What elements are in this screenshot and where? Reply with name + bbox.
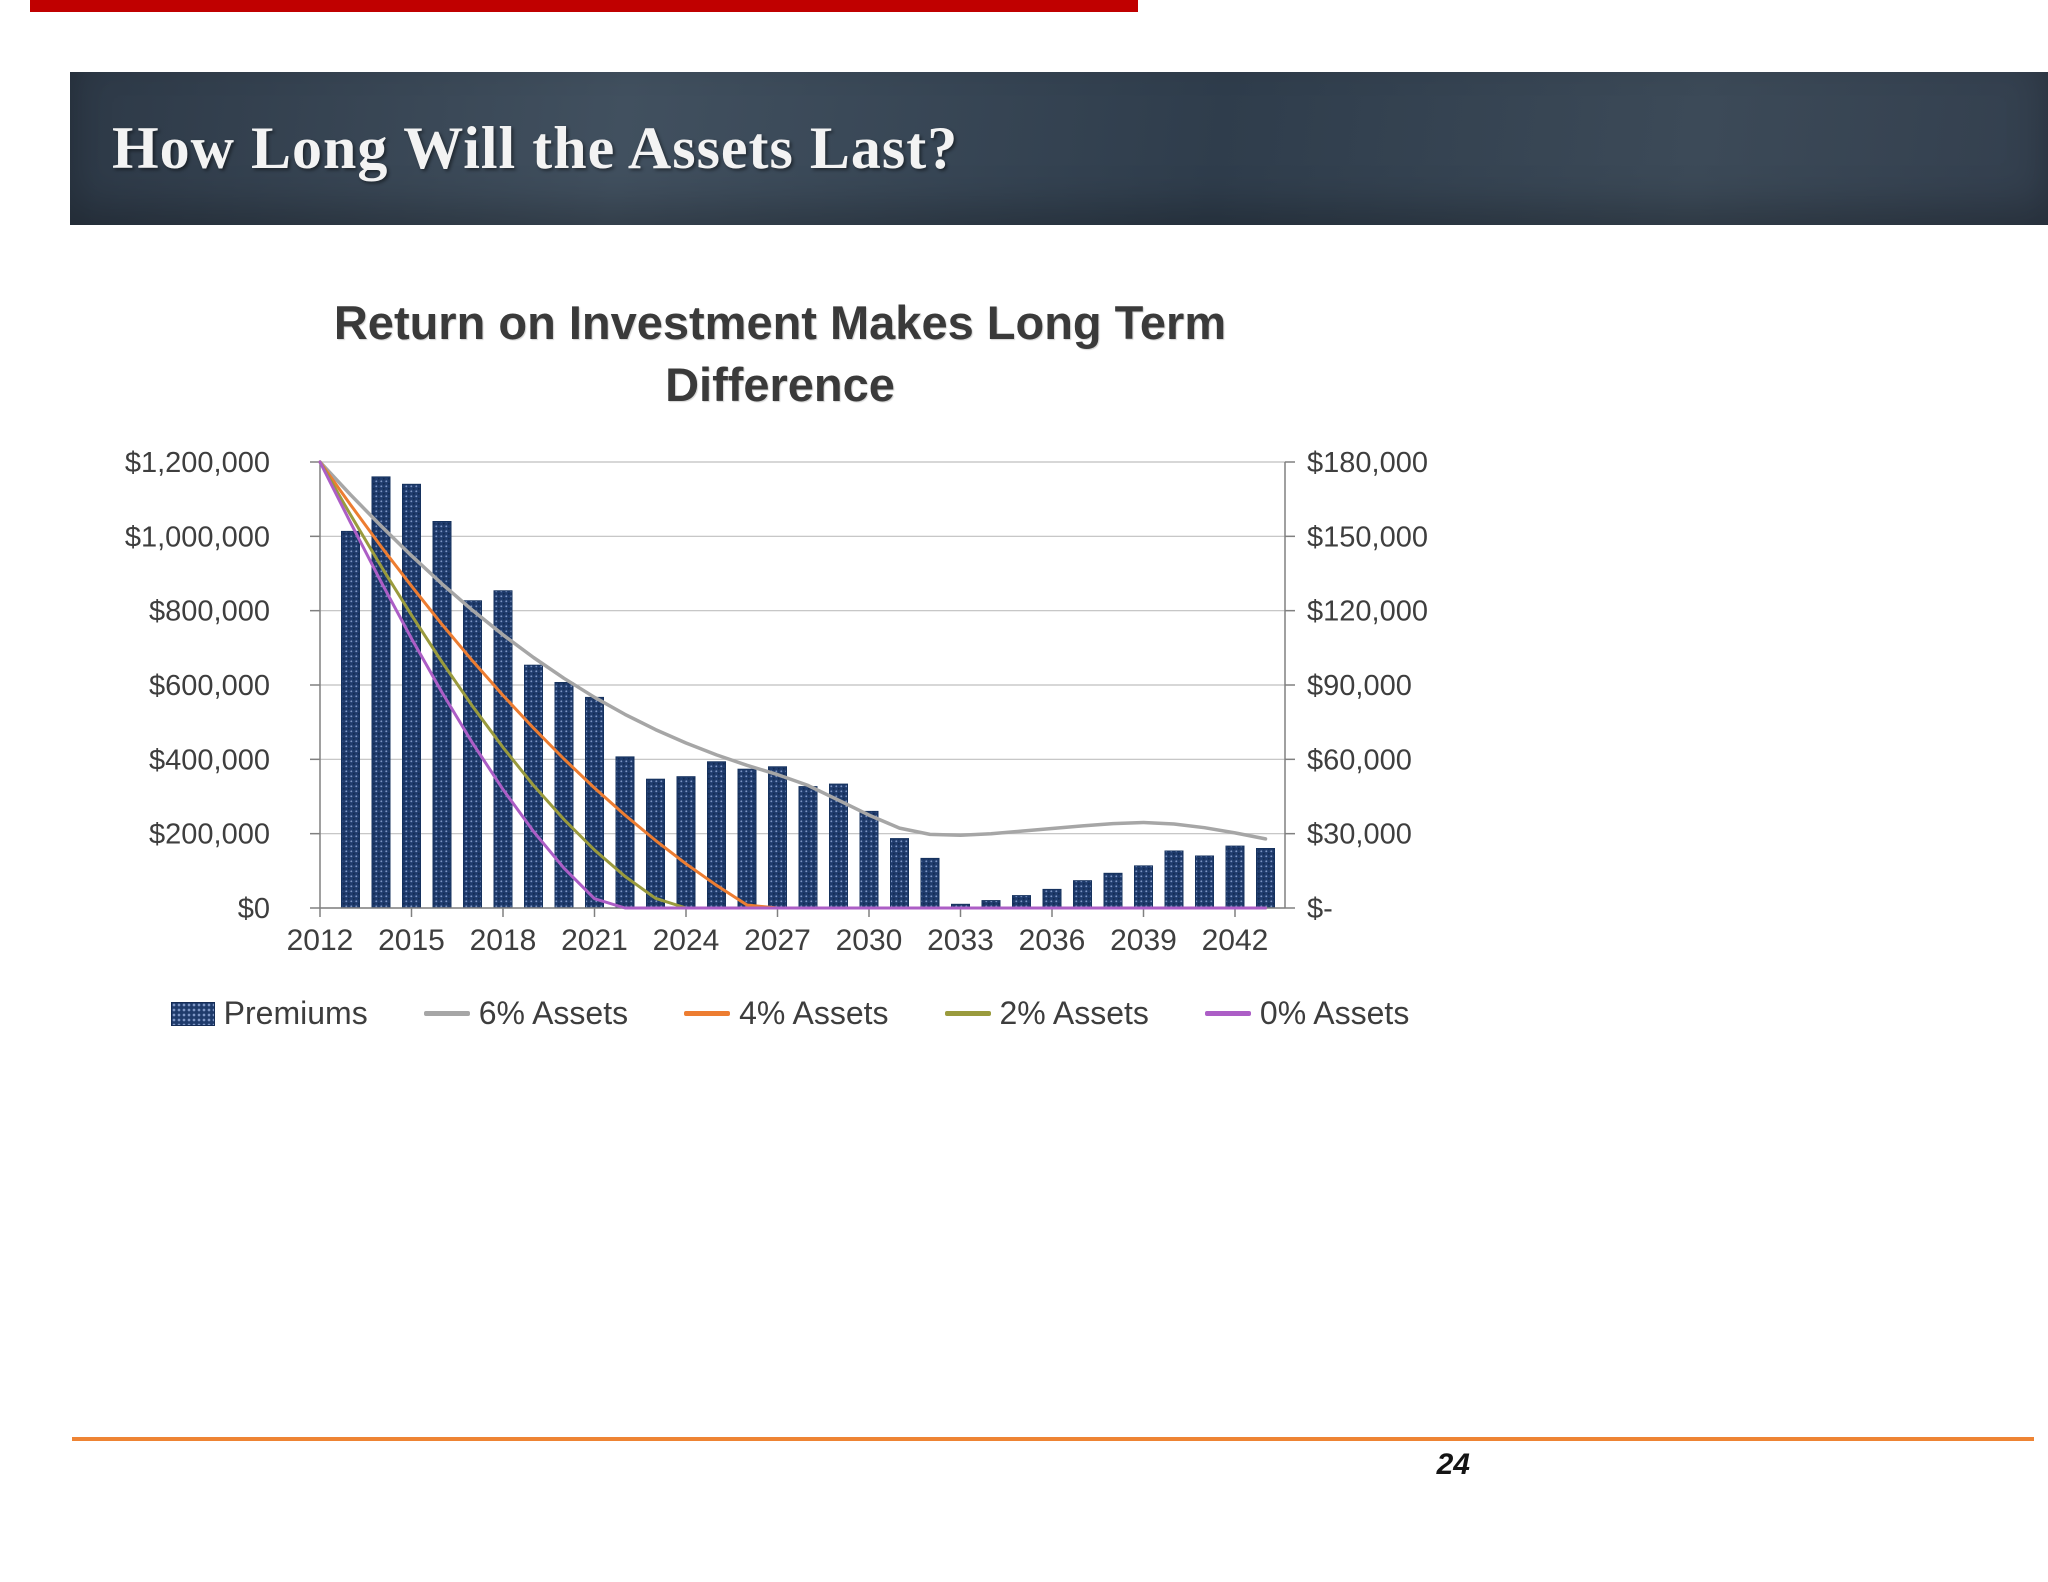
x-axis-label: 2030 xyxy=(836,924,903,957)
x-axis-label: 2027 xyxy=(744,924,811,957)
right-axis-label: $60,000 xyxy=(1307,744,1412,776)
x-axis-label: 2036 xyxy=(1019,924,1086,957)
chart-title-line2: Difference xyxy=(665,358,895,412)
bar-2038 xyxy=(1103,872,1123,909)
legend-swatch-0-assets xyxy=(1204,1011,1251,1016)
left-axis-label: $0 xyxy=(238,893,270,925)
bar-2013 xyxy=(341,530,360,909)
combo-chart: $1,200,000 $1,000,000 $800,000 $600,000 $400… xyxy=(125,447,1428,957)
legend-item-6-assets: 6% Assets xyxy=(423,995,629,1032)
legend-item-2-assets: 2% Assets xyxy=(944,995,1149,1032)
x-axis-label: 2039 xyxy=(1110,924,1177,957)
x-axis-label: 2021 xyxy=(561,924,628,957)
right-axis-label: $90,000 xyxy=(1307,670,1412,702)
bar-2032 xyxy=(920,857,940,909)
left-axis-label: $1,000,000 xyxy=(125,521,270,553)
x-axis-label: 2015 xyxy=(378,924,445,957)
line-0-assets xyxy=(318,460,1267,910)
bar-2031 xyxy=(890,838,909,909)
right-axis-label: $120,000 xyxy=(1307,596,1428,628)
x-axis-label: 2033 xyxy=(927,924,994,957)
chart-title-line1: Return on Investment Makes Long Term xyxy=(333,296,1227,349)
bar-2014 xyxy=(371,476,391,909)
right-axis-label: $- xyxy=(1307,893,1333,925)
legend-label-6-assets: 6% Assets xyxy=(478,995,629,1031)
legend-swatch-premiums xyxy=(170,1001,215,1026)
slide-header: How Long Will the Assets Last? xyxy=(70,72,2048,225)
left-axis-label: $200,000 xyxy=(149,819,270,851)
left-axis-label: $400,000 xyxy=(149,744,270,776)
line-6-assets xyxy=(318,460,1268,841)
bar-2028 xyxy=(798,786,818,909)
legend-label-premiums: Premiums xyxy=(223,995,368,1031)
bar-2035 xyxy=(1012,895,1031,909)
bar-2042 xyxy=(1225,845,1245,909)
top-accent-strip xyxy=(30,0,1138,12)
bar-2027 xyxy=(768,766,787,909)
right-axis-label: $180,000 xyxy=(1307,447,1428,479)
left-axis-label: $600,000 xyxy=(149,670,270,702)
chart-title: Return on Investment Makes Long Term Dif… xyxy=(200,292,1360,416)
bar-2043 xyxy=(1256,848,1275,909)
footer-divider xyxy=(72,1437,2034,1441)
bar-2039 xyxy=(1134,865,1153,909)
bar-2026 xyxy=(737,768,757,909)
x-axis-label: 2012 xyxy=(287,924,354,957)
right-axis-label: $150,000 xyxy=(1307,521,1428,553)
legend-item-premiums: Premiums xyxy=(170,995,368,1032)
x-axis-label: 2024 xyxy=(653,924,720,957)
bar-2040 xyxy=(1164,850,1184,909)
slide-title: How Long Will the Assets Last? xyxy=(112,115,959,181)
legend-swatch-6-assets xyxy=(423,1011,470,1016)
x-axis-label: 2042 xyxy=(1202,924,1269,957)
bar-2037 xyxy=(1073,880,1092,909)
bar-2036 xyxy=(1042,888,1062,909)
premium-bars xyxy=(341,476,1275,909)
left-axis-label: $800,000 xyxy=(149,596,270,628)
bar-2021 xyxy=(585,696,604,909)
bar-2024 xyxy=(676,776,696,909)
legend-swatch-4-assets xyxy=(684,1011,731,1016)
legend-label-4-assets: 4% Assets xyxy=(739,995,889,1031)
axis-labels: $1,200,000 $1,000,000 $800,000 $600,000 $400… xyxy=(125,447,1428,957)
x-axis-label: 2018 xyxy=(470,924,537,957)
legend-label-0-assets: 0% Assets xyxy=(1259,995,1410,1031)
left-axis-label: $1,200,000 xyxy=(125,447,270,479)
legend-label-2-assets: 2% Assets xyxy=(999,995,1149,1031)
legend-item-0-assets: 0% Assets xyxy=(1204,995,1410,1032)
bar-2041 xyxy=(1195,855,1214,909)
chart-legend: Premiums 6% Assets 4% Assets 2% Assets 0% As… xyxy=(90,995,1490,1032)
bar-2022 xyxy=(615,756,635,909)
right-axis-label: $30,000 xyxy=(1307,819,1412,851)
legend-swatch-2-assets xyxy=(944,1011,991,1016)
page-number: 24 xyxy=(1436,1448,1470,1481)
legend-item-4-assets: 4% Assets xyxy=(684,995,889,1032)
bar-2030 xyxy=(859,810,879,909)
